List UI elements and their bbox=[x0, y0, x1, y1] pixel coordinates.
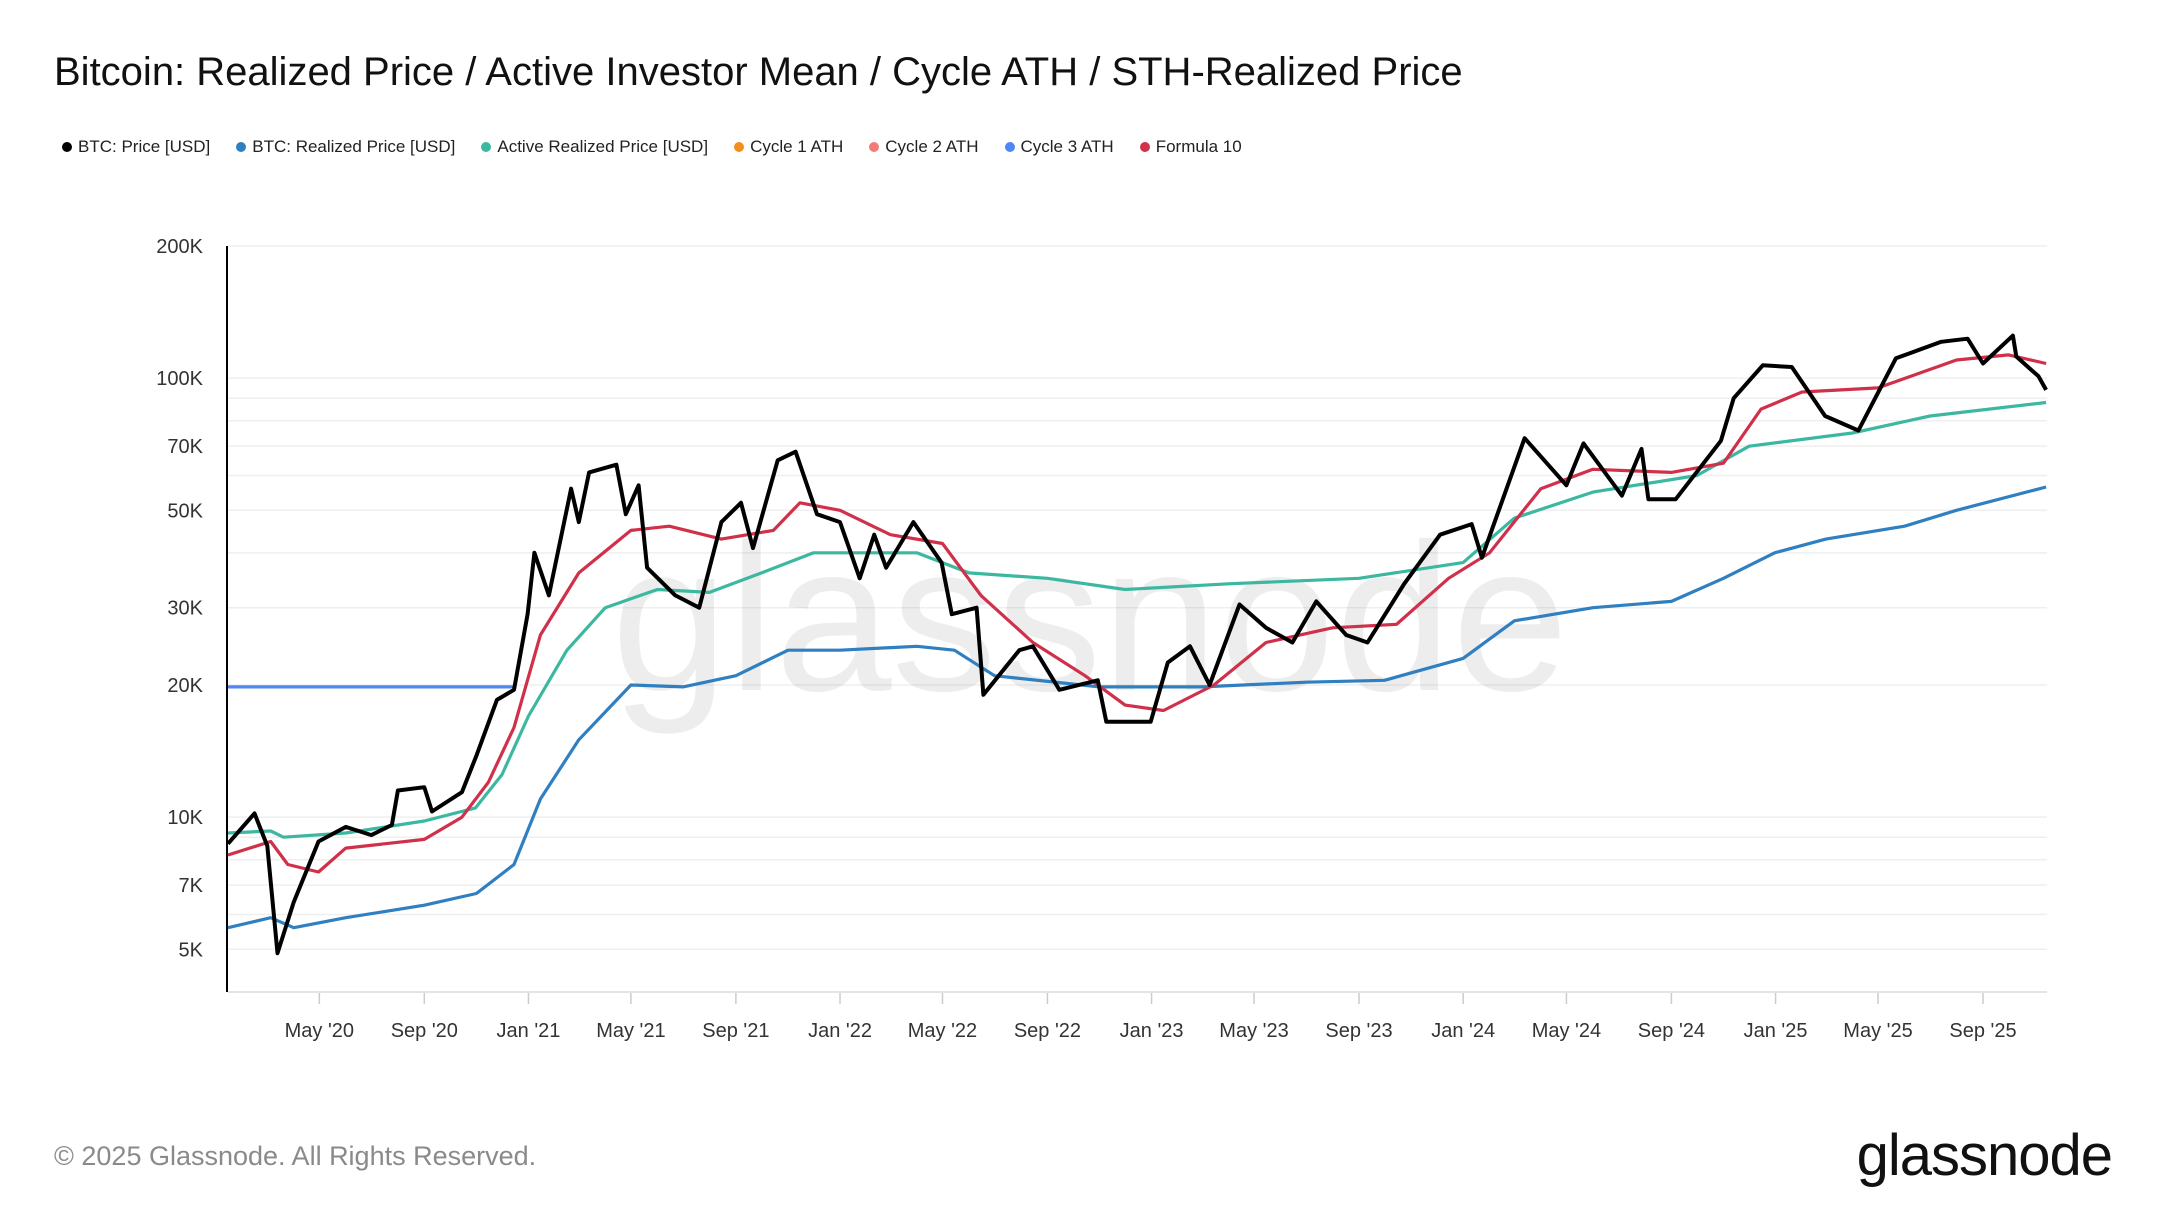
legend-dot-icon bbox=[1004, 142, 1015, 152]
y-tick-label: 70K bbox=[167, 436, 203, 458]
legend-item[interactable]: Cycle 1 ATH bbox=[734, 137, 843, 157]
x-tick-label: Jan '25 bbox=[1744, 1020, 1808, 1042]
x-tick-label: Jan '22 bbox=[808, 1020, 872, 1042]
legend-dot-icon bbox=[236, 142, 247, 152]
legend-dot-icon bbox=[481, 142, 492, 152]
series-line-formula-10 bbox=[227, 353, 2047, 874]
x-tick-label: Jan '24 bbox=[1431, 1020, 1495, 1042]
y-tick-label: 200K bbox=[156, 236, 203, 258]
x-tick-label: May '21 bbox=[596, 1020, 665, 1042]
legend-label: BTC: Price [USD] bbox=[78, 137, 211, 156]
x-tick-label: May '23 bbox=[1219, 1020, 1288, 1042]
legend-item[interactable]: Active Realized Price [USD] bbox=[481, 137, 708, 157]
x-tick-label: May '22 bbox=[908, 1020, 977, 1042]
x-tick-label: Sep '24 bbox=[1638, 1020, 1705, 1042]
series-line-btc-realized-price-usd bbox=[227, 485, 2047, 930]
legend-dot-icon bbox=[1139, 142, 1150, 152]
legend-label: Formula 10 bbox=[1155, 137, 1242, 156]
glassnode-logo: glassnode bbox=[1856, 1123, 2113, 1188]
legend: BTC: Price [USD] BTC: Realized Price [USD… bbox=[62, 137, 1242, 157]
legend-dot-icon bbox=[62, 142, 72, 152]
y-tick-label: 10K bbox=[167, 807, 203, 829]
x-tick-label: Jan '21 bbox=[497, 1020, 561, 1042]
legend-label: Cycle 3 ATH bbox=[1020, 137, 1114, 156]
legend-item[interactable]: BTC: Realized Price [USD] bbox=[236, 137, 455, 157]
chart-title: Bitcoin: Realized Price / Active Investo… bbox=[54, 50, 1463, 94]
x-tick-label: Sep '22 bbox=[1014, 1020, 1081, 1042]
series-line-btc-price-usd bbox=[226, 333, 2048, 956]
x-tick-label: Sep '23 bbox=[1325, 1020, 1392, 1042]
x-tick-label: Jan '23 bbox=[1120, 1020, 1184, 1042]
y-tick-label: 5K bbox=[179, 939, 204, 961]
x-tick-label: May '24 bbox=[1532, 1020, 1601, 1042]
legend-label: Cycle 2 ATH bbox=[885, 137, 979, 156]
legend-label: BTC: Realized Price [USD] bbox=[252, 137, 456, 156]
y-tick-label: 30K bbox=[167, 598, 203, 620]
x-tick-label: May '25 bbox=[1843, 1020, 1912, 1042]
x-tick-label: Sep '20 bbox=[391, 1020, 458, 1042]
copyright: © 2025 Glassnode. All Rights Reserved. bbox=[54, 1141, 537, 1171]
legend-item[interactable]: Cycle 2 ATH bbox=[869, 137, 979, 157]
legend-dot-icon bbox=[734, 142, 745, 152]
x-tick-label: Sep '21 bbox=[702, 1020, 769, 1042]
y-tick-label: 20K bbox=[167, 675, 203, 697]
legend-item[interactable]: Cycle 3 ATH bbox=[1004, 137, 1114, 157]
legend-item[interactable]: Formula 10 bbox=[1139, 137, 1242, 157]
legend-item[interactable]: BTC: Price [USD] bbox=[62, 137, 210, 157]
legend-label: Active Realized Price [USD] bbox=[497, 137, 709, 156]
x-tick-label: Sep '25 bbox=[1949, 1020, 2016, 1042]
y-tick-label: 50K bbox=[167, 500, 203, 522]
legend-dot-icon bbox=[869, 142, 880, 152]
y-tick-label: 100K bbox=[156, 368, 203, 390]
x-tick-label: May '20 bbox=[285, 1020, 354, 1042]
watermark: glassnode bbox=[611, 500, 1568, 735]
legend-label: Cycle 1 ATH bbox=[750, 137, 844, 156]
y-tick-label: 7K bbox=[179, 875, 204, 897]
